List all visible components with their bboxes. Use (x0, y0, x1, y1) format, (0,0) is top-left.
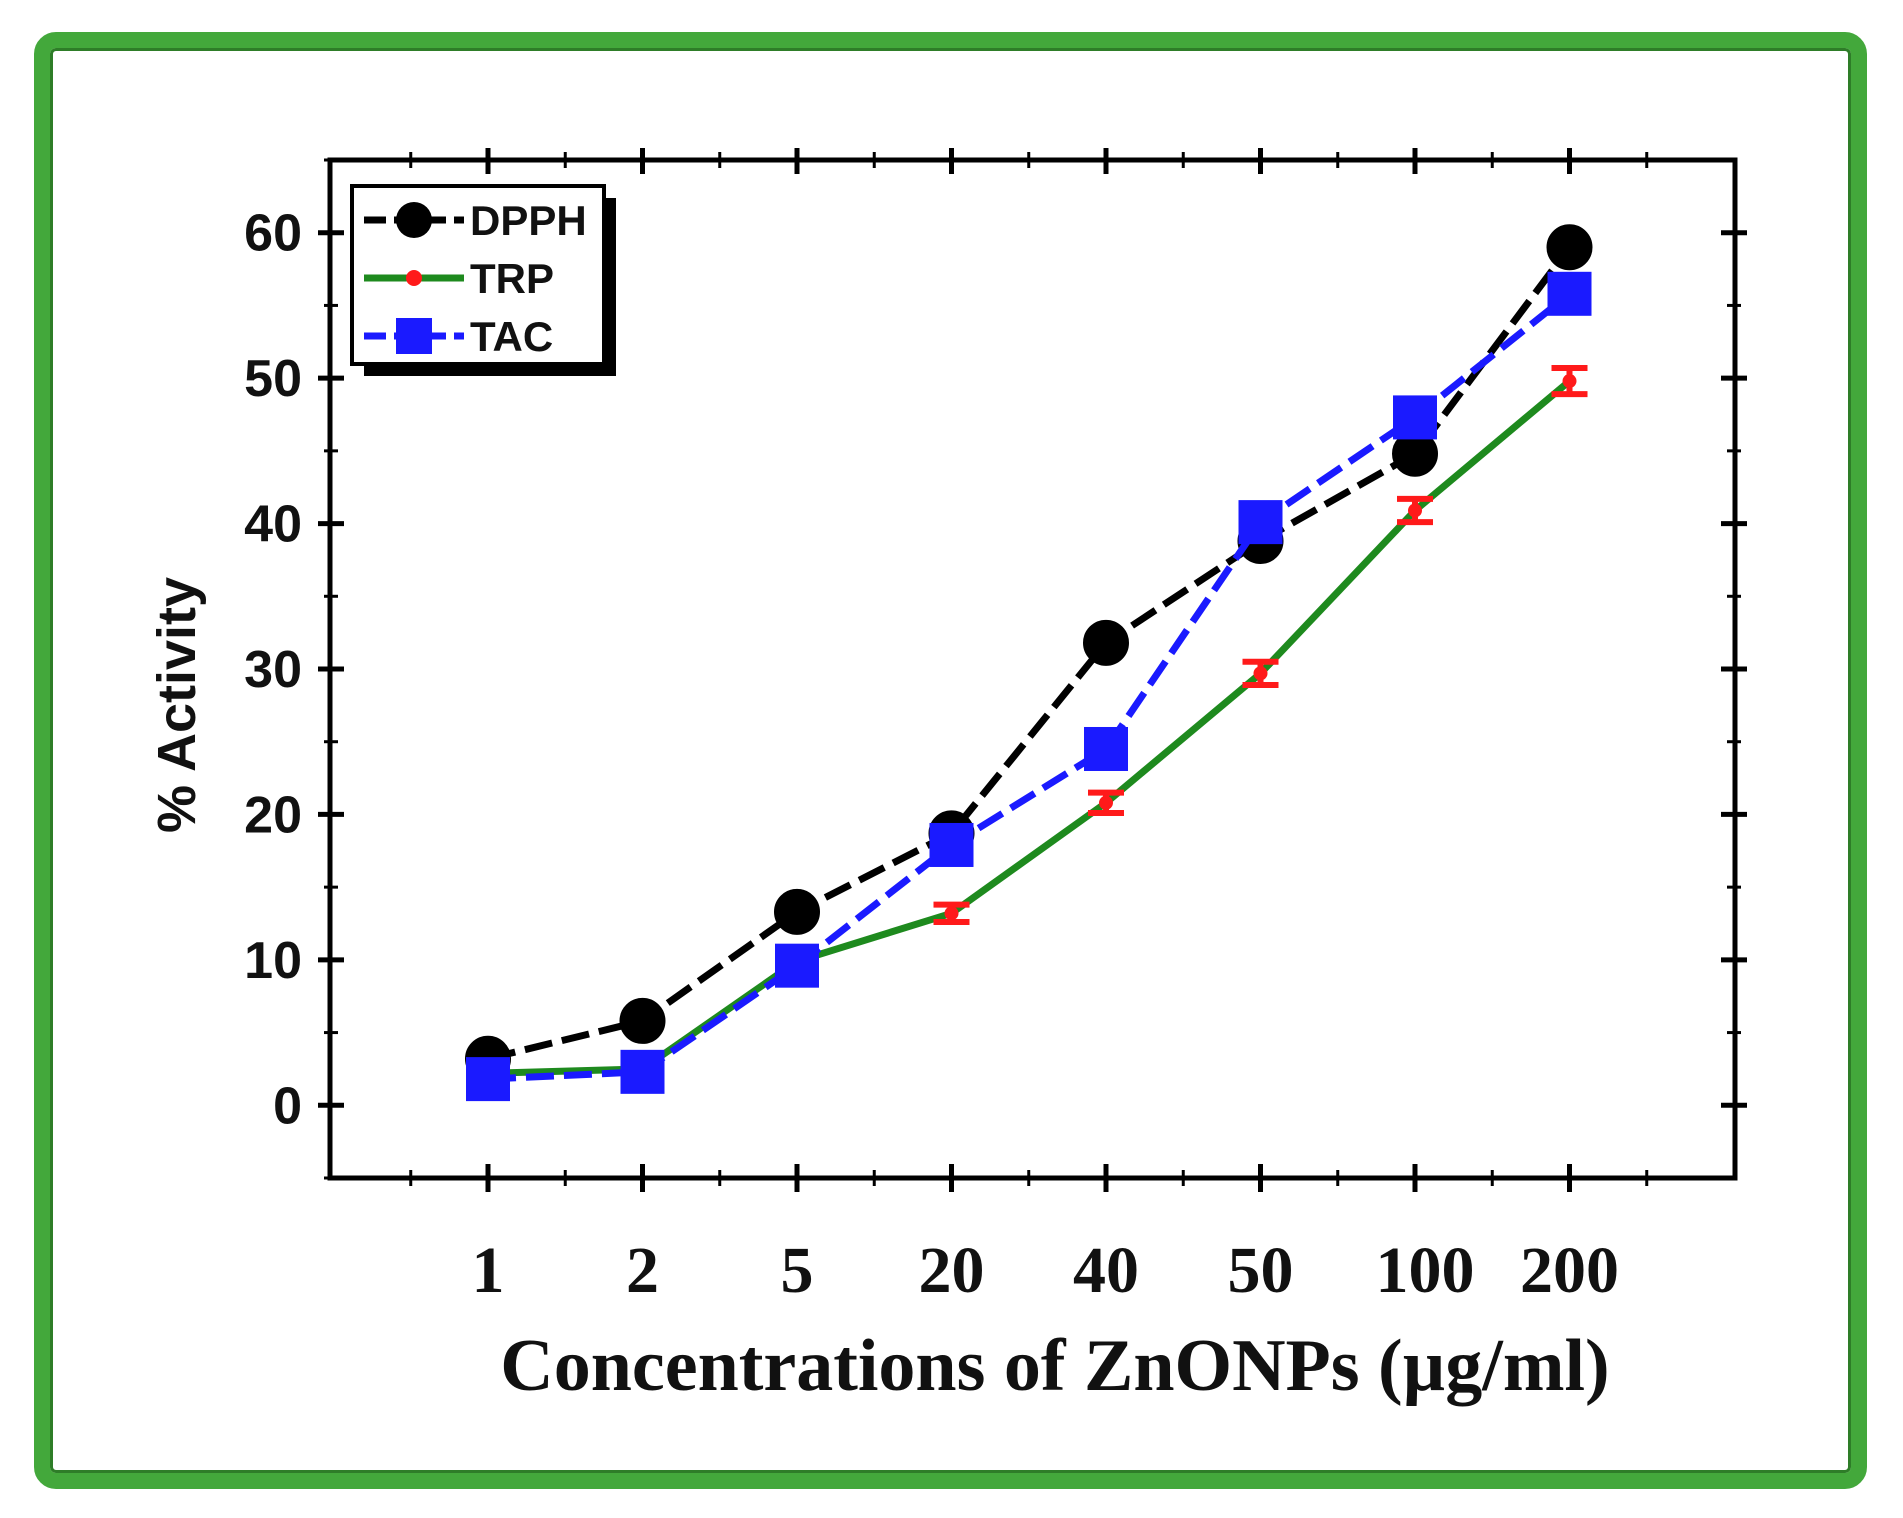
data-point (1393, 395, 1437, 440)
data-point (775, 943, 819, 988)
series-line (487, 378, 1572, 1077)
data-point (1551, 364, 1588, 398)
axes: 0 10 20 30 40 50 60 1 2 5 20 40 50 100 200 (244, 148, 1747, 1307)
legend-marker (396, 318, 432, 354)
legend-item-tac: TAC (364, 313, 553, 360)
legend-item-dpph: DPPH (364, 197, 587, 244)
data-marker (1562, 374, 1577, 389)
data-marker (1253, 666, 1268, 681)
y-tick-label: 50 (244, 350, 302, 408)
series-tac (466, 271, 1592, 1102)
data-point (1547, 271, 1592, 316)
y-tick-label: 30 (244, 641, 302, 699)
x-tick-label: 200 (1520, 1234, 1619, 1307)
y-axis-title: % Activity (147, 577, 207, 833)
x-axis-title: Concentrations of ZnONPs (µg/ml) (500, 1325, 1609, 1407)
data-point (1242, 658, 1279, 688)
data-point (466, 1057, 510, 1102)
legend-label: TAC (470, 313, 553, 360)
y-tick-label: 40 (244, 496, 302, 554)
series-group (465, 224, 1593, 1102)
data-point (1084, 726, 1128, 771)
data-point (1546, 224, 1593, 271)
data-point (620, 1049, 665, 1094)
x-tick-label: 40 (1073, 1234, 1139, 1307)
data-point (1238, 500, 1283, 545)
y-tick-label: 0 (273, 1077, 302, 1135)
x-tick-label: 1 (472, 1234, 505, 1307)
legend-label: TRP (470, 255, 554, 302)
data-marker (1099, 795, 1113, 810)
data-point (619, 997, 666, 1044)
x-tick-label: 20 (919, 1234, 985, 1307)
legend-marker (396, 202, 432, 238)
legend-item-trp: TRP (364, 255, 554, 302)
legend-label: DPPH (470, 197, 587, 244)
data-point (933, 901, 970, 926)
series-line (487, 245, 1573, 1063)
data-marker (1408, 503, 1422, 518)
data-point (1088, 789, 1124, 816)
series-line (487, 291, 1572, 1083)
legend-marker (406, 270, 422, 286)
series-dpph (465, 224, 1593, 1082)
data-point (929, 822, 974, 867)
x-tick-label: 5 (781, 1234, 814, 1307)
y-tick-label: 20 (244, 786, 302, 844)
data-marker (944, 906, 959, 921)
y-tick-label: 60 (244, 205, 302, 263)
y-tick-label: 10 (244, 932, 302, 990)
x-tick-label: 100 (1376, 1234, 1475, 1307)
data-point (1083, 619, 1129, 666)
x-tick-label: 2 (626, 1234, 659, 1307)
data-point (774, 888, 820, 935)
legend: DPPH TRP TAC (350, 184, 616, 376)
x-tick-label: 50 (1228, 1234, 1294, 1307)
data-point (1397, 495, 1433, 526)
